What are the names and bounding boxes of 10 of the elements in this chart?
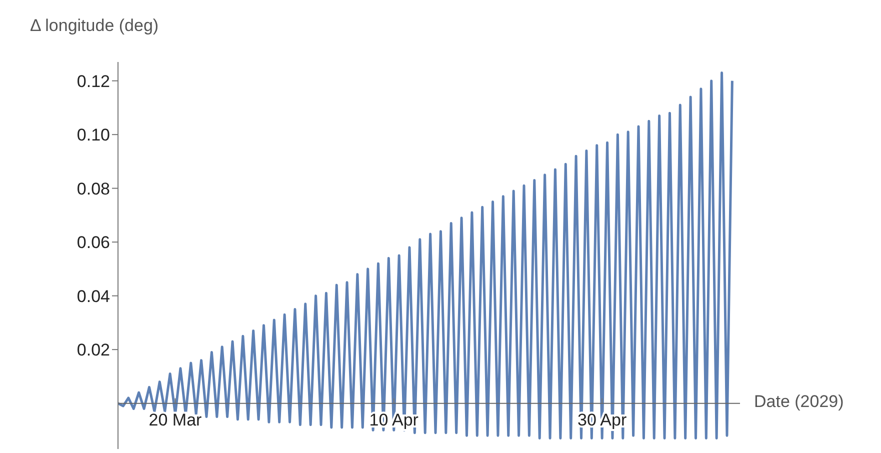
y-tick-label: 0.12 <box>76 72 110 91</box>
y-tick-label: 0.06 <box>76 233 110 252</box>
y-tick-label: 0.10 <box>76 126 110 145</box>
y-axis-title: Δ longitude (deg) <box>30 16 159 36</box>
y-tick-label: 0.08 <box>76 179 110 198</box>
x-axis-title: Date (2029) <box>754 392 844 412</box>
y-tick-label: 0.02 <box>76 340 110 360</box>
line-series <box>118 72 734 440</box>
y-tick-label: 0.04 <box>76 286 110 306</box>
x-tick-label: 20 Mar <box>148 410 202 430</box>
